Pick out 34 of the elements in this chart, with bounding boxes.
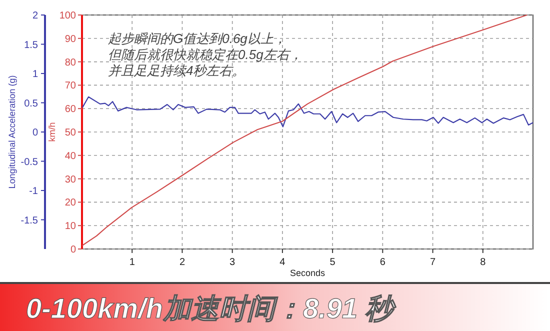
x-tick-label: 8 [480,257,486,268]
x-tick-label: 6 [380,257,386,268]
y2-tick-label: 100 [59,10,76,22]
y-tick-label: 0.5 [24,98,38,110]
x-tick-label: 1 [129,257,136,268]
y-tick-label: -1 [29,186,38,197]
x-tick-label: 2 [179,257,186,268]
y2-tick-label: 20 [64,198,76,209]
y2-tick-label: 70 [64,80,76,92]
y2-tick-label: 10 [64,221,76,232]
y2-tick-label: 80 [64,57,76,68]
x-tick-label: 5 [330,257,336,268]
text: 0-100km/h加速时间：8.91 秒 [26,293,398,324]
y-tick-label: 1.5 [24,40,38,51]
y-tick-label: 1 [32,69,38,80]
y2-tick-label: 40 [64,150,76,162]
y2-tick-label: 90 [64,34,76,45]
y2-tick-label: 60 [64,104,76,116]
y-tick-label: -1.5 [20,215,38,226]
y2-axis-title: km/h [47,122,57,142]
y2-tick-label: 30 [64,174,76,186]
x-axis-title: Seconds [290,268,326,278]
y-tick-label: 0 [32,128,38,138]
y-tick-label: 2 [32,10,38,22]
y2-tick-label: 50 [64,128,76,138]
line-series [82,14,528,246]
y-tick-label: -0.5 [20,156,38,168]
annotation: 起步瞬间的G值达到0.6g以上，但随后就很快就稳定在0.5g左右，并且足足持续4秒左右。 [108,31,302,78]
y-axis-title: Longitudinal Acceleration (g) [7,75,17,189]
y2-tick-label: 0 [70,244,76,256]
x-tick-label: 4 [280,257,286,268]
x-tick-label: 7 [430,257,436,268]
line-series [82,96,534,128]
x-tick-label: 3 [230,257,236,268]
